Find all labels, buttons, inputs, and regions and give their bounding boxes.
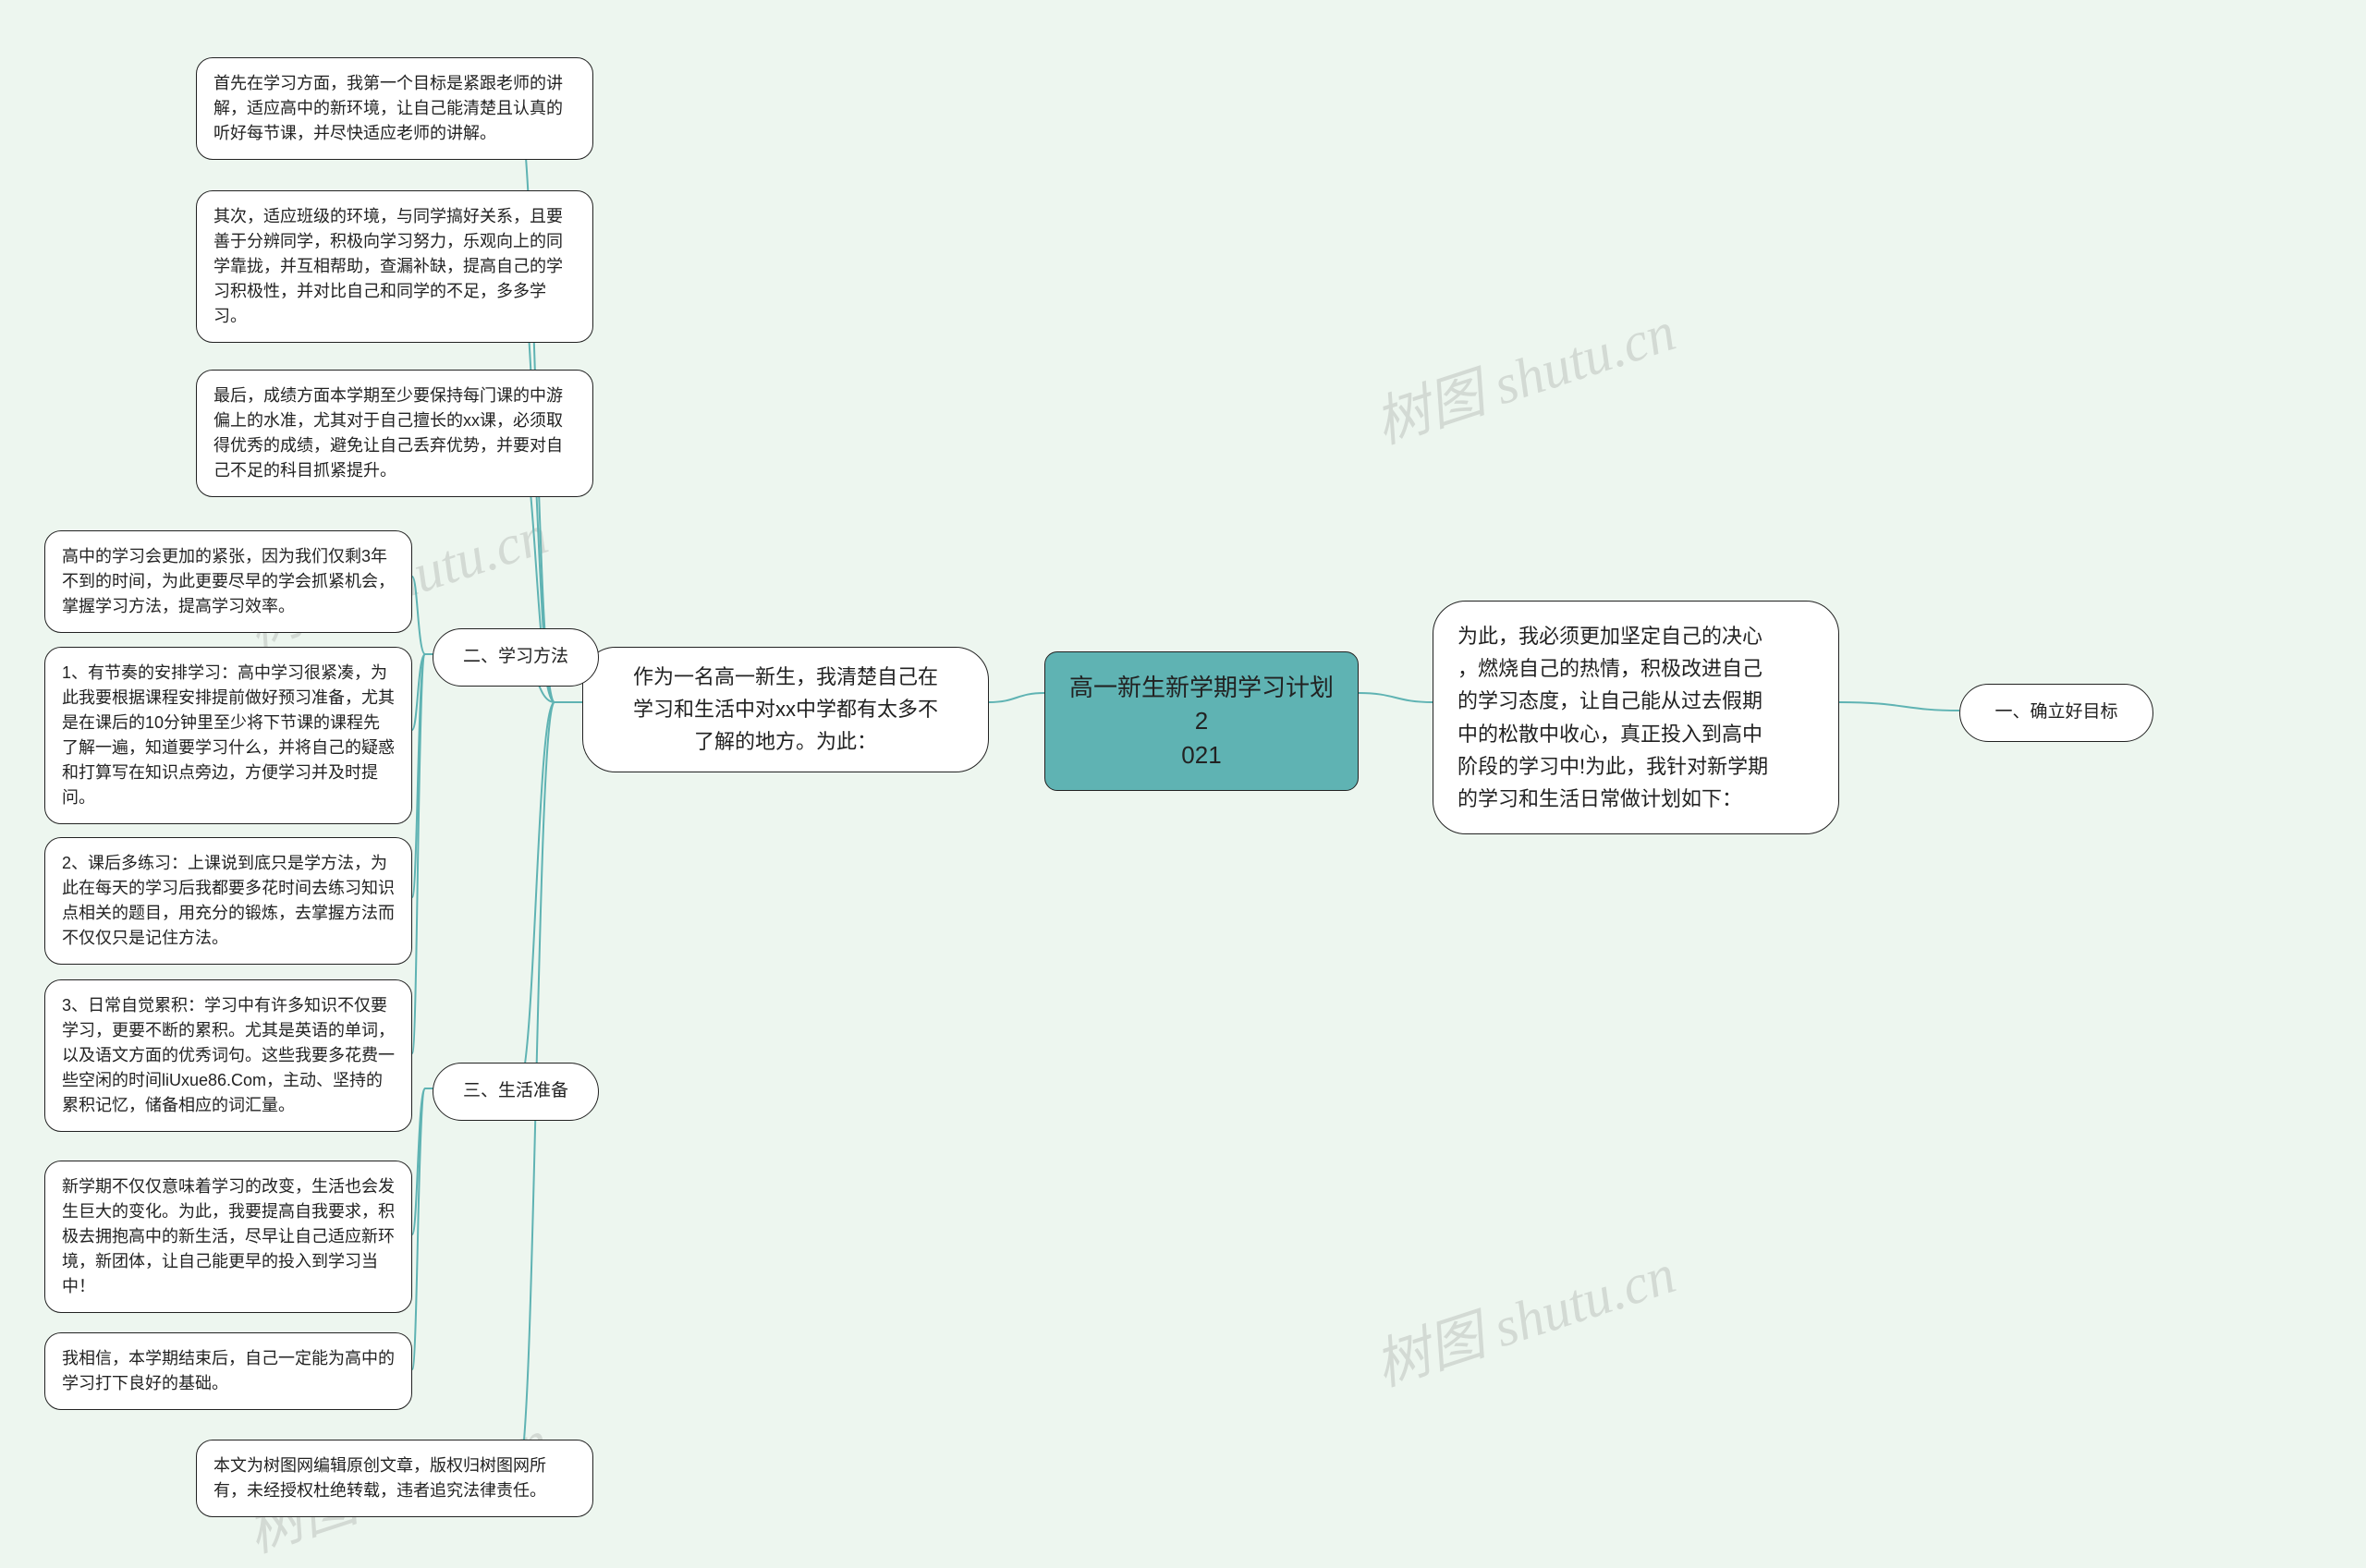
sec2-item-c[interactable]: 3、日常自觉累积：学习中有许多知识不仅要学习，更要不断的累积。尤其是英语的单词，… (44, 979, 412, 1132)
sec3-label: 三、生活准备 (463, 1081, 568, 1100)
section-1-title[interactable]: 一、确立好目标 (1959, 684, 2153, 742)
resolve-node[interactable]: 为此，我必须更加坚定自己的决心 ，燃烧自己的热情，积极改进自己 的学习态度，让自… (1433, 601, 1839, 834)
sec2-b-text: 2、课后多练习：上课说到底只是学方法，为此在每天的学习后我都要多花时间去练习知识… (62, 854, 395, 947)
resolve-l5: 阶段的学习中!为此，我针对新学期 (1457, 755, 1768, 778)
root-text-l2: 021 (1181, 741, 1221, 769)
resolve-l4: 中的松散中收心，真正投入到高中 (1457, 723, 1762, 746)
sec2-intro-text: 高中的学习会更加的紧张，因为我们仅剩3年不到的时间，为此更要尽早的学会抓紧机会，… (62, 547, 395, 615)
section-2-title[interactable]: 二、学习方法 (433, 628, 599, 687)
sec3-a-text: 新学期不仅仅意味着学习的改变，生活也会发生巨大的变化。为此，我要提高自我要求，积… (62, 1177, 395, 1295)
footer-copyright[interactable]: 本文为树图网编辑原创文章，版权归树图网所有，未经授权杜绝转载，违者追究法律责任。 (196, 1440, 593, 1517)
sec1-a-text: 首先在学习方面，我第一个目标是紧跟老师的讲解，适应高中的新环境，让自己能清楚且认… (213, 74, 563, 142)
sec1-b-text: 其次，适应班级的环境，与同学搞好关系，且要善于分辨同学，积极向学习努力，乐观向上… (213, 207, 563, 325)
watermark: 树图 shutu.cn (1363, 286, 1684, 459)
watermark: 树图 shutu.cn (1363, 1229, 1684, 1402)
resolve-l2: ，燃烧自己的热情，积极改进自己 (1457, 657, 1762, 680)
sec3-item-b[interactable]: 我相信，本学期结束后，自己一定能为高中的学习打下良好的基础。 (44, 1332, 412, 1410)
sec3-item-a[interactable]: 新学期不仅仅意味着学习的改变，生活也会发生巨大的变化。为此，我要提高自我要求，积… (44, 1161, 412, 1313)
sec2-label: 二、学习方法 (463, 647, 568, 666)
sec2-intro[interactable]: 高中的学习会更加的紧张，因为我们仅剩3年不到的时间，为此更要尽早的学会抓紧机会，… (44, 530, 412, 633)
resolve-l6: 的学习和生活日常做计划如下： (1457, 787, 1742, 810)
sec1-item-c[interactable]: 最后，成绩方面本学期至少要保持每门课的中游偏上的水准，尤其对于自己擅长的xx课，… (196, 370, 593, 497)
sec1-item-b[interactable]: 其次，适应班级的环境，与同学搞好关系，且要善于分辨同学，积极向学习努力，乐观向上… (196, 190, 593, 343)
sec1-label: 一、确立好目标 (1994, 702, 2117, 722)
resolve-l3: 的学习态度，让自己能从过去假期 (1457, 689, 1762, 712)
root-text-l1: 高一新生新学期学习计划2 (1069, 674, 1334, 735)
intro-l2: 学习和生活中对xx中学都有太多不 (633, 698, 938, 721)
sec1-c-text: 最后，成绩方面本学期至少要保持每门课的中游偏上的水准，尤其对于自己擅长的xx课，… (213, 386, 563, 480)
sec3-b-text: 我相信，本学期结束后，自己一定能为高中的学习打下良好的基础。 (62, 1349, 395, 1392)
sec1-item-a[interactable]: 首先在学习方面，我第一个目标是紧跟老师的讲解，适应高中的新环境，让自己能清楚且认… (196, 57, 593, 160)
resolve-l1: 为此，我必须更加坚定自己的决心 (1457, 625, 1762, 648)
intro-node[interactable]: 作为一名高一新生，我清楚自己在 学习和生活中对xx中学都有太多不 了解的地方。为… (582, 647, 989, 772)
root-node[interactable]: 高一新生新学期学习计划2 021 (1044, 651, 1359, 791)
footer-text: 本文为树图网编辑原创文章，版权归树图网所有，未经授权杜绝转载，违者追究法律责任。 (213, 1456, 546, 1500)
sec2-item-b[interactable]: 2、课后多练习：上课说到底只是学方法，为此在每天的学习后我都要多花时间去练习知识… (44, 837, 412, 965)
sec2-a-text: 1、有节奏的安排学习：高中学习很紧凑，为此我要根据课程安排提前做好预习准备，尤其… (62, 663, 395, 807)
intro-l3: 了解的地方。为此： (694, 730, 877, 753)
sec2-item-a[interactable]: 1、有节奏的安排学习：高中学习很紧凑，为此我要根据课程安排提前做好预习准备，尤其… (44, 647, 412, 824)
sec2-c-text: 3、日常自觉累积：学习中有许多知识不仅要学习，更要不断的累积。尤其是英语的单词，… (62, 996, 395, 1114)
intro-l1: 作为一名高一新生，我清楚自己在 (633, 665, 938, 688)
section-3-title[interactable]: 三、生活准备 (433, 1063, 599, 1121)
